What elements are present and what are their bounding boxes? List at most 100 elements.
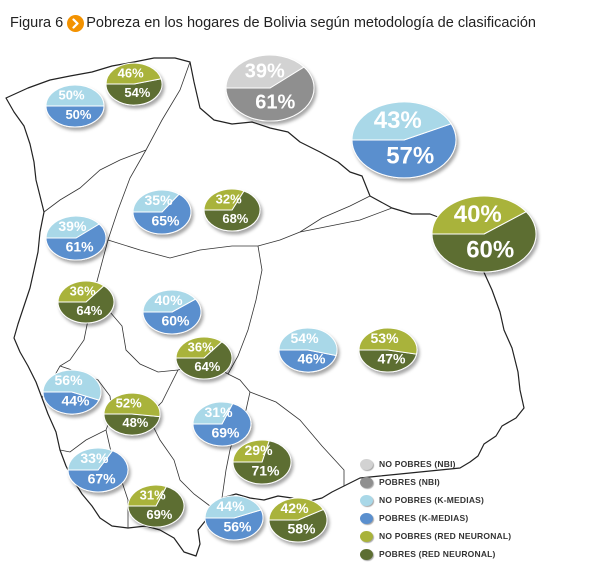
pie-label-no-pobres: 53% xyxy=(371,330,400,346)
pie-chart xyxy=(203,188,261,232)
pie-label-pobres: 61% xyxy=(66,239,95,255)
pie-label-pobres: 64% xyxy=(76,303,102,318)
pie-chart xyxy=(268,497,328,543)
pie-slice-pobres xyxy=(45,105,105,128)
pie-label-no-pobres: 31% xyxy=(205,404,234,420)
pie-slice-pobres xyxy=(132,193,192,235)
pie-slice-pobres xyxy=(192,402,252,447)
legend-item: NO POBRES (K-MEDIAS) xyxy=(360,491,511,509)
legend: NO POBRES (NBI) POBRES (NBI) NO POBRES (K-… xyxy=(360,455,511,563)
pie-slice-no-pobres xyxy=(192,401,234,425)
pie-slice-pobres xyxy=(57,285,115,324)
pie-slice-no-pobres xyxy=(175,336,223,359)
pie-chart xyxy=(192,401,252,447)
figure-header: Figura 6 Pobreza en los hogares de Boliv… xyxy=(10,12,536,34)
pie-label-no-pobres: 40% xyxy=(454,201,502,228)
pie-slice-pobres xyxy=(45,223,107,261)
pie-slice-no-pobres xyxy=(358,327,418,355)
pie-chart xyxy=(278,327,338,373)
pie-slice-no-pobres xyxy=(204,495,262,519)
pie-label-no-pobres: 44% xyxy=(217,498,246,514)
pie-slice-pobres xyxy=(358,349,418,373)
pie-slice-no-pobres xyxy=(45,84,105,107)
pie-slice-pobres xyxy=(278,349,337,373)
pie-slice-no-pobres xyxy=(67,447,114,471)
pie-label-pobres: 46% xyxy=(297,351,326,367)
pie-label-pobres: 56% xyxy=(223,519,252,535)
legend-item: POBRES (RED NEURONAL) xyxy=(360,545,511,563)
pie-slice-pobres xyxy=(67,450,129,493)
pie-slice-pobres xyxy=(103,413,161,436)
legend-swatch xyxy=(360,476,373,488)
pie-label-pobres: 47% xyxy=(377,351,406,367)
legend-label: POBRES (K-MEDIAS) xyxy=(379,513,469,523)
pie-label-pobres: 60% xyxy=(466,237,514,264)
pie-label-no-pobres: 29% xyxy=(245,442,274,458)
pie-chart xyxy=(358,327,418,373)
pie-chart xyxy=(42,369,102,415)
pie-label-no-pobres: 56% xyxy=(55,372,84,388)
pie-chart xyxy=(67,447,129,493)
pie-chart xyxy=(225,54,315,122)
pie-chart xyxy=(232,439,292,485)
legend-label: POBRES (RED NEURONAL) xyxy=(379,549,496,559)
pie-label-no-pobres: 39% xyxy=(245,60,285,82)
pie-slice-no-pobres xyxy=(127,484,168,507)
pie-slice-pobres xyxy=(268,508,328,543)
pie-chart xyxy=(175,336,233,380)
pie-slice-no-pobres xyxy=(57,280,105,303)
pie-chart xyxy=(103,392,161,436)
pie-chart xyxy=(431,195,537,273)
legend-label: NO POBRES (K-MEDIAS) xyxy=(379,495,485,505)
pie-slice-pobres xyxy=(105,78,163,106)
pie-slice-pobres xyxy=(225,66,315,122)
legend-swatch xyxy=(360,512,373,524)
pie-slice-no-pobres xyxy=(42,369,102,401)
pie-label-no-pobres: 36% xyxy=(70,283,96,298)
pie-label-no-pobres: 31% xyxy=(140,487,166,502)
legend-swatch xyxy=(360,494,373,506)
pie-label-pobres: 65% xyxy=(151,213,180,229)
pie-slice-pobres xyxy=(204,509,264,541)
pie-slice-no-pobres xyxy=(225,54,305,89)
pie-slice-no-pobres xyxy=(105,62,162,85)
pie-label-pobres: 44% xyxy=(61,393,90,409)
pie-label-pobres: 54% xyxy=(124,85,150,100)
pie-label-pobres: 48% xyxy=(122,415,148,430)
pie-slice-no-pobres xyxy=(142,289,197,313)
pie-slice-no-pobres xyxy=(103,392,161,418)
pie-slice-no-pobres xyxy=(278,327,338,357)
pie-chart xyxy=(351,101,457,179)
legend-item: NO POBRES (RED NEURONAL) xyxy=(360,527,511,545)
pie-label-pobres: 69% xyxy=(211,425,240,441)
figure-title: Pobreza en los hogares de Bolivia según … xyxy=(86,15,536,31)
pie-slice-pobres xyxy=(351,123,457,179)
pie-slice-no-pobres xyxy=(351,101,452,141)
pie-label-pobres: 57% xyxy=(386,143,434,170)
pie-label-pobres: 69% xyxy=(146,507,172,522)
legend-swatch xyxy=(360,530,373,542)
pie-chart xyxy=(132,189,192,235)
pie-label-pobres: 58% xyxy=(287,521,316,537)
pie-chart xyxy=(142,289,202,335)
legend-item: POBRES (NBI) xyxy=(360,473,511,491)
pie-slice-pobres xyxy=(175,341,233,380)
legend-label: NO POBRES (RED NEURONAL) xyxy=(379,531,512,541)
pie-slice-no-pobres xyxy=(268,497,325,521)
pie-label-no-pobres: 46% xyxy=(118,65,144,80)
pie-slice-no-pobres xyxy=(132,189,180,213)
pie-slice-no-pobres xyxy=(203,188,245,211)
pie-label-pobres: 60% xyxy=(161,313,190,329)
pie-label-no-pobres: 42% xyxy=(281,500,310,516)
pie-slice-pobres xyxy=(431,211,537,273)
pie-chart xyxy=(204,495,264,541)
pie-label-pobres: 67% xyxy=(88,471,117,487)
pie-chart xyxy=(105,62,163,106)
pie-label-no-pobres: 54% xyxy=(291,330,320,346)
pie-label-no-pobres: 32% xyxy=(216,191,242,206)
pie-slice-pobres xyxy=(42,391,100,415)
pie-label-pobres: 61% xyxy=(255,91,295,113)
pie-label-no-pobres: 50% xyxy=(59,87,85,102)
pie-slice-pobres xyxy=(127,485,185,528)
legend-item: NO POBRES (NBI) xyxy=(360,455,511,473)
